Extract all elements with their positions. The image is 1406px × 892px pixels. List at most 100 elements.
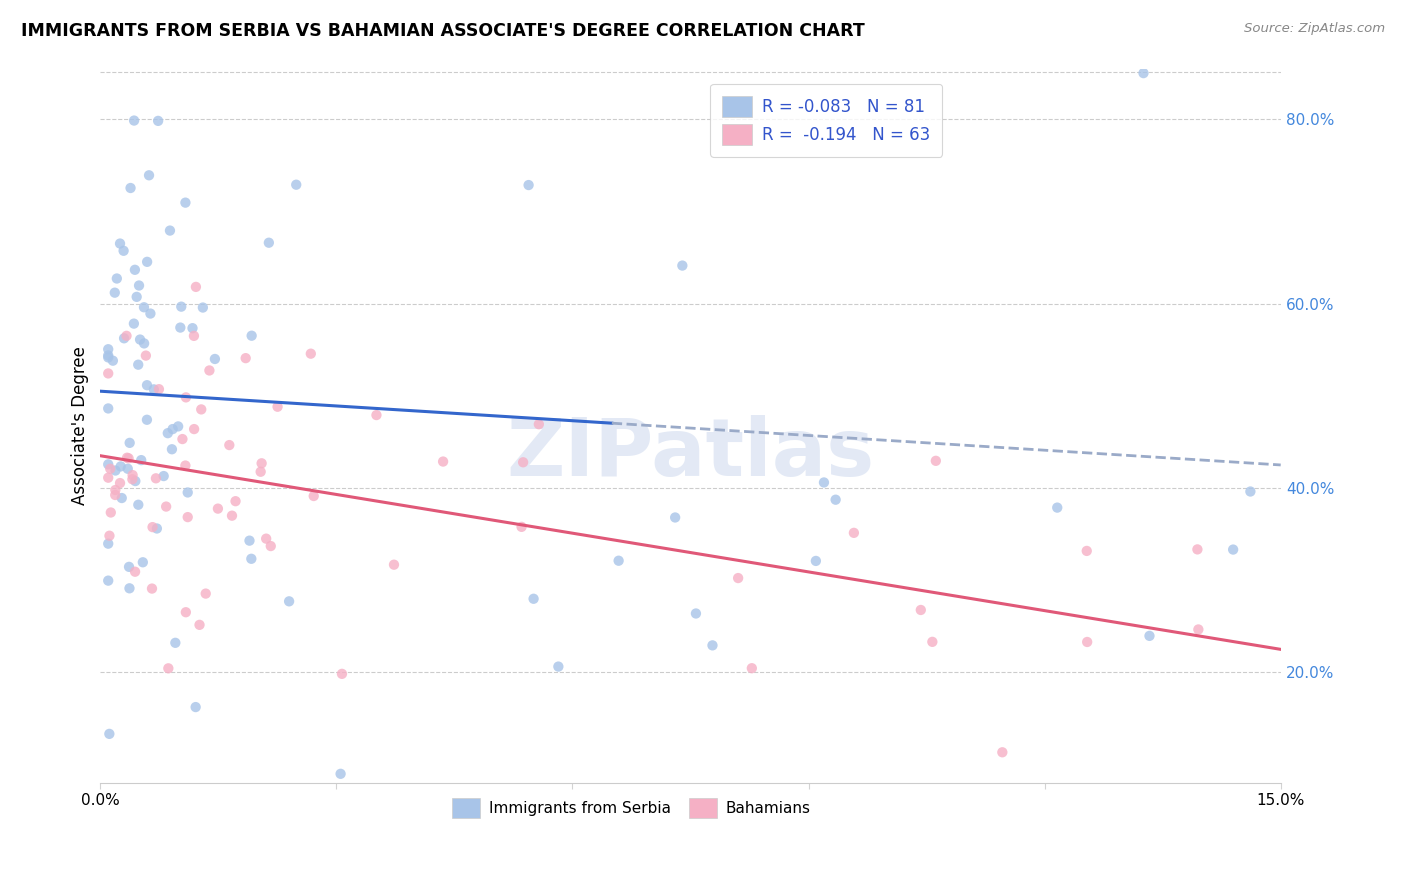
Point — [169, 320, 191, 334]
Point — [547, 659, 569, 673]
Point — [157, 661, 180, 675]
Point — [382, 558, 405, 572]
Point — [148, 382, 170, 396]
Point — [127, 358, 149, 372]
Point — [330, 666, 353, 681]
Point — [121, 468, 143, 483]
Point — [842, 525, 865, 540]
Point — [122, 113, 145, 128]
Point — [517, 178, 540, 192]
Point — [260, 539, 283, 553]
Point — [198, 363, 221, 377]
Point — [510, 520, 533, 534]
Point — [141, 582, 163, 596]
Point — [183, 422, 205, 436]
Point — [225, 494, 247, 508]
Point — [207, 501, 229, 516]
Point — [184, 700, 207, 714]
Text: ZIPatlas: ZIPatlas — [506, 416, 875, 493]
Text: IMMIGRANTS FROM SERBIA VS BAHAMIAN ASSOCIATE'S DEGREE CORRELATION CHART: IMMIGRANTS FROM SERBIA VS BAHAMIAN ASSOC… — [21, 22, 865, 40]
Point — [97, 343, 120, 357]
Point — [184, 280, 207, 294]
Point — [167, 419, 190, 434]
Point — [727, 571, 749, 585]
Point — [141, 520, 163, 534]
Point — [240, 328, 263, 343]
Point — [523, 591, 546, 606]
Point — [238, 533, 260, 548]
Point — [124, 262, 146, 277]
Point — [1222, 542, 1244, 557]
Point — [132, 300, 155, 314]
Point — [191, 301, 214, 315]
Point — [824, 492, 846, 507]
Point — [1139, 629, 1161, 643]
Point — [112, 331, 135, 345]
Point — [181, 321, 204, 335]
Point — [162, 422, 184, 436]
Point — [240, 551, 263, 566]
Point — [249, 465, 271, 479]
Point — [97, 367, 120, 381]
Point — [101, 353, 124, 368]
Point — [155, 500, 177, 514]
Text: Source: ZipAtlas.com: Source: ZipAtlas.com — [1244, 22, 1385, 36]
Point — [190, 402, 212, 417]
Point — [1132, 66, 1154, 80]
Point — [97, 401, 120, 416]
Point — [1076, 544, 1098, 558]
Point — [128, 278, 150, 293]
Point — [607, 554, 630, 568]
Point — [111, 491, 134, 505]
Point — [135, 349, 157, 363]
Legend: Immigrants from Serbia, Bahamians: Immigrants from Serbia, Bahamians — [444, 790, 818, 825]
Point — [266, 400, 288, 414]
Point — [1187, 542, 1209, 557]
Point — [97, 351, 120, 365]
Point — [174, 458, 197, 473]
Point — [129, 453, 152, 467]
Point — [991, 745, 1014, 759]
Point — [108, 476, 131, 491]
Point — [97, 471, 120, 485]
Point — [115, 450, 138, 465]
Point — [97, 536, 120, 550]
Point — [278, 594, 301, 608]
Point — [188, 618, 211, 632]
Point — [97, 574, 120, 588]
Point — [366, 408, 388, 422]
Point — [221, 508, 243, 523]
Point — [108, 236, 131, 251]
Point — [299, 347, 322, 361]
Point — [741, 661, 763, 675]
Point — [910, 603, 932, 617]
Point — [138, 169, 160, 183]
Point — [664, 510, 686, 524]
Point — [204, 351, 226, 366]
Point — [98, 462, 121, 476]
Point — [254, 532, 277, 546]
Point — [129, 333, 152, 347]
Point — [146, 521, 169, 535]
Point — [432, 454, 454, 468]
Point — [127, 498, 149, 512]
Point — [97, 348, 120, 362]
Point — [136, 255, 159, 269]
Point — [671, 259, 693, 273]
Point — [121, 472, 143, 486]
Point — [257, 235, 280, 250]
Point — [112, 244, 135, 258]
Point — [136, 413, 159, 427]
Point — [1187, 623, 1209, 637]
Point — [250, 456, 273, 470]
Point — [115, 329, 138, 343]
Y-axis label: Associate's Degree: Associate's Degree — [72, 346, 89, 505]
Point — [117, 451, 139, 466]
Point — [1076, 635, 1098, 649]
Point — [174, 391, 197, 405]
Point — [813, 475, 835, 490]
Point — [104, 285, 127, 300]
Point — [117, 462, 139, 476]
Point — [120, 181, 142, 195]
Point — [302, 489, 325, 503]
